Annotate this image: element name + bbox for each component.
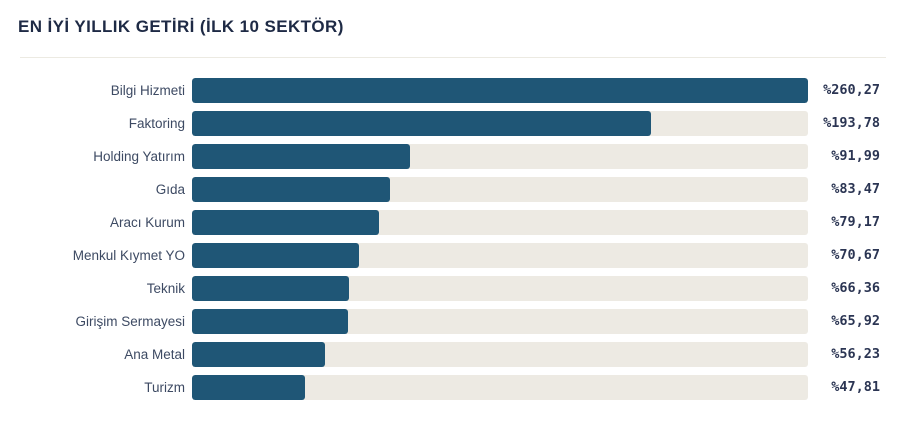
bar[interactable] (192, 210, 380, 235)
bar-track (192, 210, 808, 235)
bar[interactable] (192, 375, 306, 400)
title-divider (20, 57, 886, 58)
bar[interactable] (192, 243, 360, 268)
value-label: %47,81 (831, 379, 880, 395)
value-label: %91,99 (831, 148, 880, 164)
value-label: %65,92 (831, 313, 880, 329)
value-label: %83,47 (831, 181, 880, 197)
bar-track (192, 375, 808, 400)
bar-track (192, 144, 808, 169)
chart-row: Menkul Kıymet YO %70,67 (18, 243, 880, 268)
bar[interactable] (192, 78, 808, 103)
bar[interactable] (192, 276, 350, 301)
bar[interactable] (192, 309, 349, 334)
category-label: Menkul Kıymet YO (72, 248, 185, 263)
bar[interactable] (192, 177, 390, 202)
value-label: %66,36 (831, 280, 880, 296)
bar[interactable] (192, 144, 410, 169)
value-label: %193,78 (823, 115, 880, 131)
chart-row: Bilgi Hizmeti %260,27 (18, 78, 880, 103)
category-label: Holding Yatırım (93, 149, 185, 164)
category-label: Teknik (146, 281, 185, 296)
category-label: Faktoring (128, 116, 185, 131)
bar-track (192, 177, 808, 202)
bar-track (192, 243, 808, 268)
category-label: Gıda (155, 182, 185, 197)
category-label: Bilgi Hizmeti (110, 83, 185, 98)
value-label: %260,27 (823, 82, 880, 98)
chart-title: EN İYİ YILLIK GETİRİ (İLK 10 SEKTÖR) (18, 17, 344, 36)
chart-row: Girişim Sermayesi %65,92 (18, 309, 880, 334)
chart-row: Ana Metal %56,23 (18, 342, 880, 367)
bar[interactable] (192, 111, 651, 136)
bar-chart: Bilgi Hizmeti %260,27 Faktoring %193,78 … (18, 78, 880, 408)
value-label: %79,17 (831, 214, 880, 230)
chart-row: Holding Yatırım %91,99 (18, 144, 880, 169)
bar-track (192, 111, 808, 136)
bar-track (192, 276, 808, 301)
category-label: Aracı Kurum (109, 215, 185, 230)
chart-row: Aracı Kurum %79,17 (18, 210, 880, 235)
chart-row: Gıda %83,47 (18, 177, 880, 202)
bar-track (192, 342, 808, 367)
chart-row: Turizm %47,81 (18, 375, 880, 400)
category-label: Ana Metal (124, 347, 185, 362)
value-label: %70,67 (831, 247, 880, 263)
category-label: Turizm (144, 380, 185, 395)
value-label: %56,23 (831, 346, 880, 362)
bar-track (192, 309, 808, 334)
bar-track (192, 78, 808, 103)
chart-row: Faktoring %193,78 (18, 111, 880, 136)
category-label: Girişim Sermayesi (75, 314, 185, 329)
bar[interactable] (192, 342, 326, 367)
chart-row: Teknik %66,36 (18, 276, 880, 301)
